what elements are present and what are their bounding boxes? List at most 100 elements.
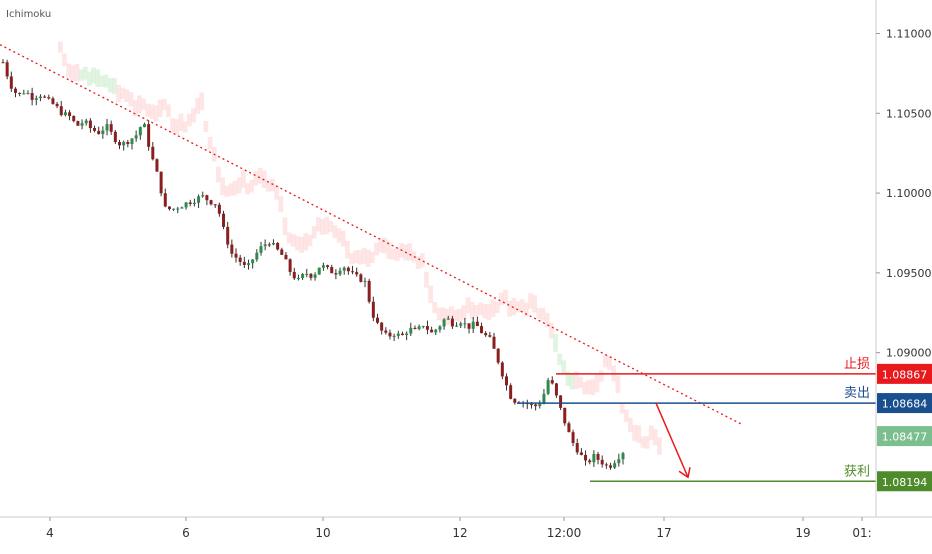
projection-arrow-shaft xyxy=(655,402,689,478)
cloud-segment xyxy=(62,53,67,67)
x-tick-label: 01: xyxy=(852,526,871,540)
cloud-segment xyxy=(290,234,296,247)
candle-body xyxy=(93,127,97,131)
candle-body xyxy=(430,329,434,333)
level-tag-label-2: 1.08194 xyxy=(882,476,928,489)
cloud-segment xyxy=(191,108,196,123)
cloud-segment xyxy=(328,220,334,233)
candle-body xyxy=(251,259,255,264)
cloud-segment xyxy=(528,292,533,309)
cloud-segment xyxy=(532,295,538,313)
cloud-segment xyxy=(320,218,325,235)
cloud-segment xyxy=(241,170,246,188)
candle-body xyxy=(105,124,109,131)
cloud-segment xyxy=(632,424,637,441)
cloud-segment xyxy=(598,370,604,382)
cloud-segment xyxy=(382,237,388,254)
cloud-segment xyxy=(282,217,288,236)
candle-body xyxy=(475,321,479,327)
candle-body xyxy=(22,93,26,95)
cloud-segment xyxy=(353,250,359,264)
candle-body xyxy=(138,127,142,136)
cloud-segment xyxy=(311,226,317,239)
candle-body xyxy=(296,278,300,280)
candle-body xyxy=(109,124,113,132)
cloud-segment xyxy=(120,87,126,99)
candle-body xyxy=(363,280,367,282)
candle-body xyxy=(575,443,579,453)
candle-body xyxy=(292,271,296,279)
cloud-segment xyxy=(636,425,642,443)
cloud-segment xyxy=(432,301,438,314)
cloud-segment xyxy=(136,95,142,114)
candle-body xyxy=(305,273,309,275)
cloud-segment xyxy=(299,236,305,253)
cloud-segment xyxy=(141,98,146,110)
cloud-segment xyxy=(465,297,471,314)
candle-body xyxy=(55,103,59,107)
cloud-segment xyxy=(57,41,63,53)
cloud-segment xyxy=(270,178,275,192)
candle-body xyxy=(563,407,567,424)
cloud-segment xyxy=(303,232,309,251)
cloud-segment xyxy=(332,225,338,238)
candle-body xyxy=(455,325,459,327)
cloud-segment xyxy=(78,69,84,81)
candle-body xyxy=(9,76,13,89)
candle-body xyxy=(392,335,396,337)
cloud-segment xyxy=(307,234,313,247)
candle-body xyxy=(417,326,421,329)
candle-body xyxy=(63,112,67,116)
cloud-segment xyxy=(112,78,117,95)
candle-body xyxy=(5,62,9,77)
cloud-segment xyxy=(132,100,138,117)
candle-body xyxy=(230,244,234,254)
cloud-segment xyxy=(182,121,188,133)
cloud-segment xyxy=(170,118,176,133)
cloud-segment xyxy=(494,301,500,314)
cloud-segment xyxy=(499,292,504,306)
cloud-segment xyxy=(603,354,608,368)
candle-body xyxy=(438,326,442,330)
cloud-segment xyxy=(536,307,542,320)
candle-body xyxy=(122,142,126,146)
candle-body xyxy=(80,123,84,126)
candle-body xyxy=(346,267,350,272)
candle-body xyxy=(504,376,508,386)
cloud-segment xyxy=(652,429,658,446)
indicator-label: Ichimoku xyxy=(6,9,52,20)
candle-body xyxy=(405,333,409,336)
candle-body xyxy=(538,403,542,407)
candle-body xyxy=(513,398,517,403)
candle-body xyxy=(213,204,217,206)
axes: 1.11000 1.10500 1.10000 1.09500 1.09000 1.084… xyxy=(0,0,932,540)
projection-arrow-head xyxy=(678,467,691,479)
candle-body xyxy=(600,459,604,465)
candle-body xyxy=(159,171,163,194)
candle-body xyxy=(180,207,184,209)
cloud-segment xyxy=(178,113,184,132)
candle-body xyxy=(76,121,80,126)
cloud-segment xyxy=(440,307,446,322)
level-tag-0 xyxy=(877,363,932,384)
y-tick-label: 1.10000 xyxy=(886,187,932,200)
candle-body xyxy=(488,335,492,337)
cloud-segment xyxy=(236,177,242,194)
cloud-segment xyxy=(573,371,579,389)
candle-body xyxy=(259,246,263,253)
cloud-segment xyxy=(511,297,517,316)
cloud-segment xyxy=(361,247,367,264)
cloud-segment xyxy=(345,241,350,259)
candle-body xyxy=(326,265,330,267)
candle-body xyxy=(380,322,384,331)
candle-body xyxy=(467,323,471,329)
cloud-segment xyxy=(128,92,134,107)
cloud-segment xyxy=(623,409,629,422)
cloud-segment xyxy=(116,84,121,103)
cloud-segment xyxy=(519,299,525,312)
cloud-segment xyxy=(374,242,379,256)
cloud-segment xyxy=(257,167,263,184)
candle-body xyxy=(118,142,122,146)
cloud-segment xyxy=(523,302,529,317)
cloud-segment xyxy=(386,241,392,260)
